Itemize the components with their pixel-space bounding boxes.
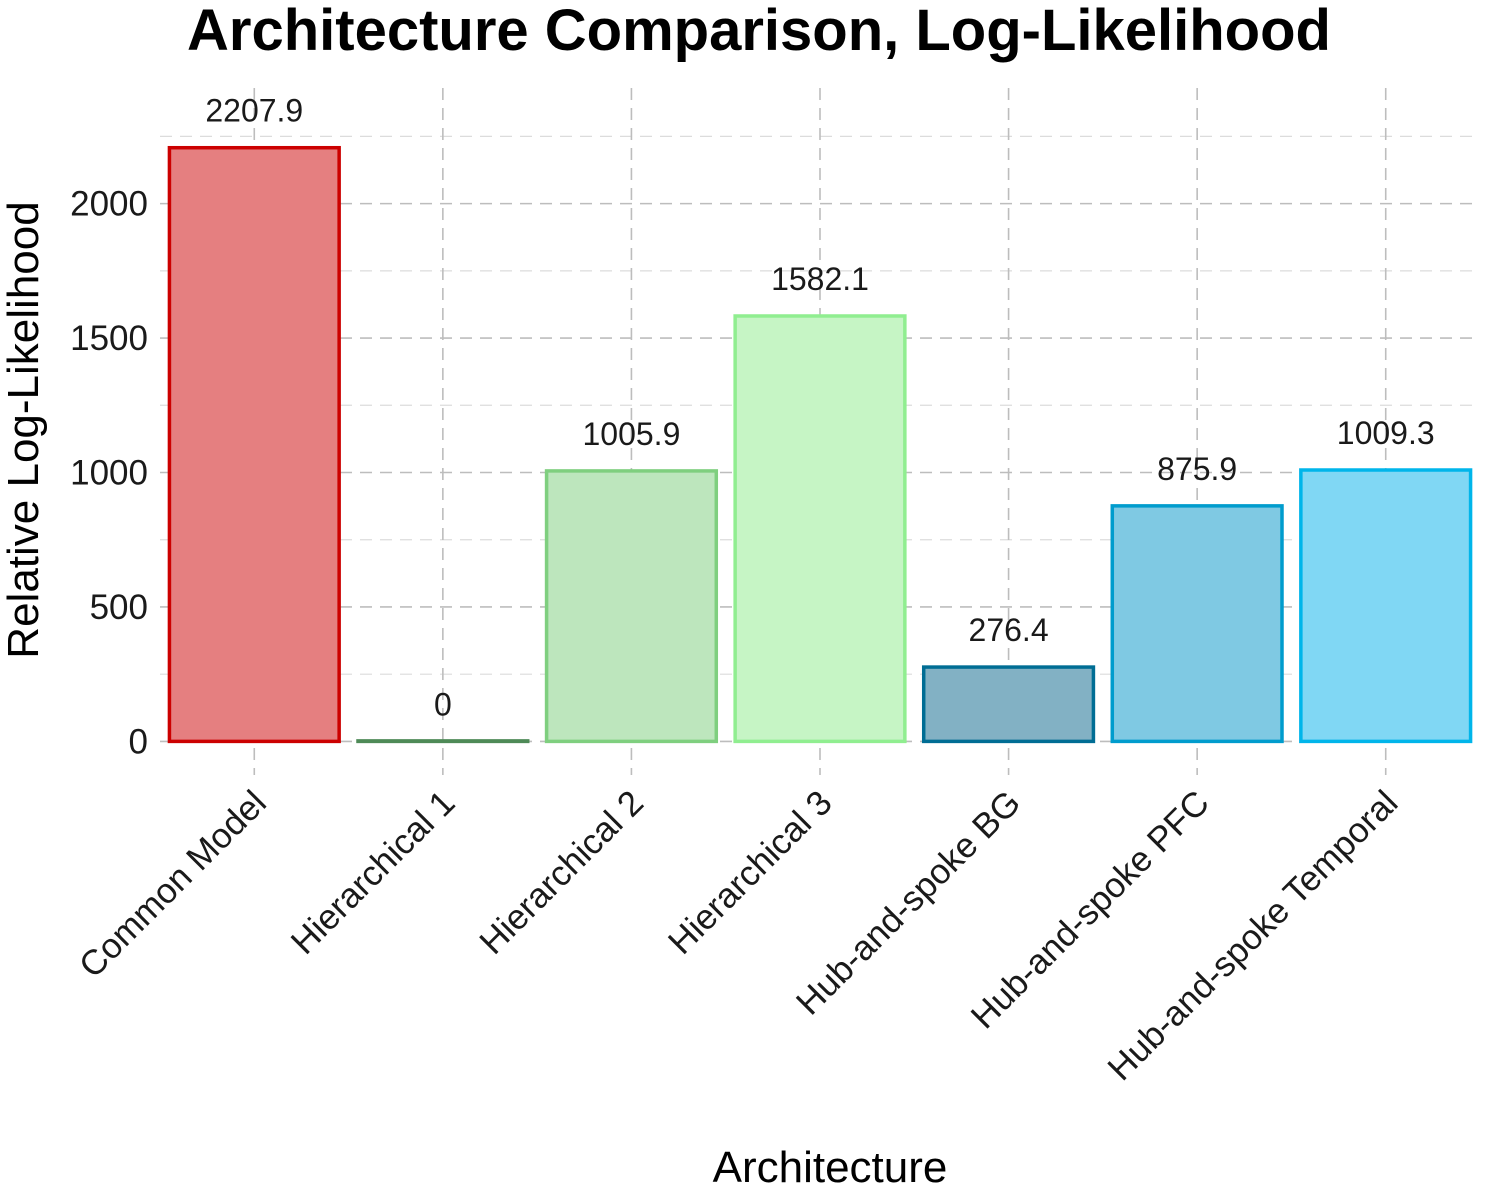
- x-axis-title: Architecture: [713, 1143, 948, 1192]
- bar: [733, 314, 907, 744]
- bar: [1299, 468, 1473, 744]
- bar-value-label: 276.4: [969, 612, 1049, 648]
- bar-value-label: 875.9: [1157, 451, 1237, 487]
- bar-value-label: 1582.1: [771, 261, 869, 297]
- y-tick-label: 1000: [70, 454, 148, 493]
- y-tick-label: 0: [129, 722, 148, 761]
- bar-value-label: 0: [434, 686, 452, 722]
- bar-value-label: 1005.9: [582, 416, 680, 452]
- x-tick-label: Hierarchical 1: [284, 783, 463, 962]
- bars: [167, 145, 1473, 744]
- bar: [1110, 504, 1284, 744]
- bar: [167, 145, 341, 744]
- y-axis-title: Relative Log-Likelihood: [0, 201, 48, 658]
- y-axis-ticks: 0 500 1000 1500 2000: [70, 185, 148, 762]
- y-tick-label: 2000: [70, 185, 148, 224]
- bar: [921, 665, 1096, 744]
- bar-value-labels: 2207.9 0 1005.9 1582.1 276.4 875.9 1009.3: [205, 93, 1434, 723]
- x-tick-label: Hierarchical 3: [661, 783, 840, 962]
- bar: [544, 469, 719, 744]
- x-tick-label: Hierarchical 2: [472, 783, 651, 962]
- x-axis-ticks: Common Model Hierarchical 1 Hierarchical 2…: [72, 783, 1406, 1088]
- bar-value-label: 2207.9: [205, 93, 303, 129]
- y-tick-label: 1500: [70, 319, 148, 358]
- bar-value-label: 1009.3: [1337, 415, 1435, 451]
- x-tick-label: Common Model: [72, 783, 274, 985]
- y-tick-label: 500: [90, 588, 148, 627]
- chart-title: Architecture Comparison, Log-Likelihood: [187, 0, 1331, 63]
- bar: [356, 739, 530, 744]
